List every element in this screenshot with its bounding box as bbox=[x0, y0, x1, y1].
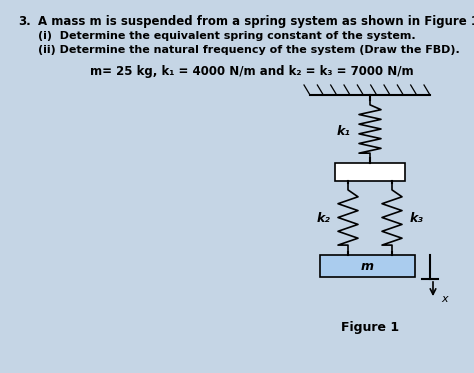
Text: k₂: k₂ bbox=[316, 213, 330, 226]
Text: m: m bbox=[361, 260, 374, 273]
Text: Figure 1: Figure 1 bbox=[341, 321, 399, 334]
Text: A mass m is suspended from a spring system as shown in Figure 1.: A mass m is suspended from a spring syst… bbox=[38, 15, 474, 28]
Bar bbox=[335, 163, 405, 181]
Text: (ii) Determine the natural frequency of the system (Draw the FBD).: (ii) Determine the natural frequency of … bbox=[38, 45, 460, 55]
Text: k₃: k₃ bbox=[410, 213, 424, 226]
Text: (i)  Determine the equivalent spring constant of the system.: (i) Determine the equivalent spring cons… bbox=[38, 31, 416, 41]
Text: x: x bbox=[441, 294, 447, 304]
Text: m= 25 kg, k₁ = 4000 N/m and k₂ = k₃ = 7000 N/m: m= 25 kg, k₁ = 4000 N/m and k₂ = k₃ = 70… bbox=[90, 65, 414, 78]
Text: 3.: 3. bbox=[18, 15, 31, 28]
Text: k₁: k₁ bbox=[336, 125, 350, 138]
Bar bbox=[320, 255, 415, 277]
